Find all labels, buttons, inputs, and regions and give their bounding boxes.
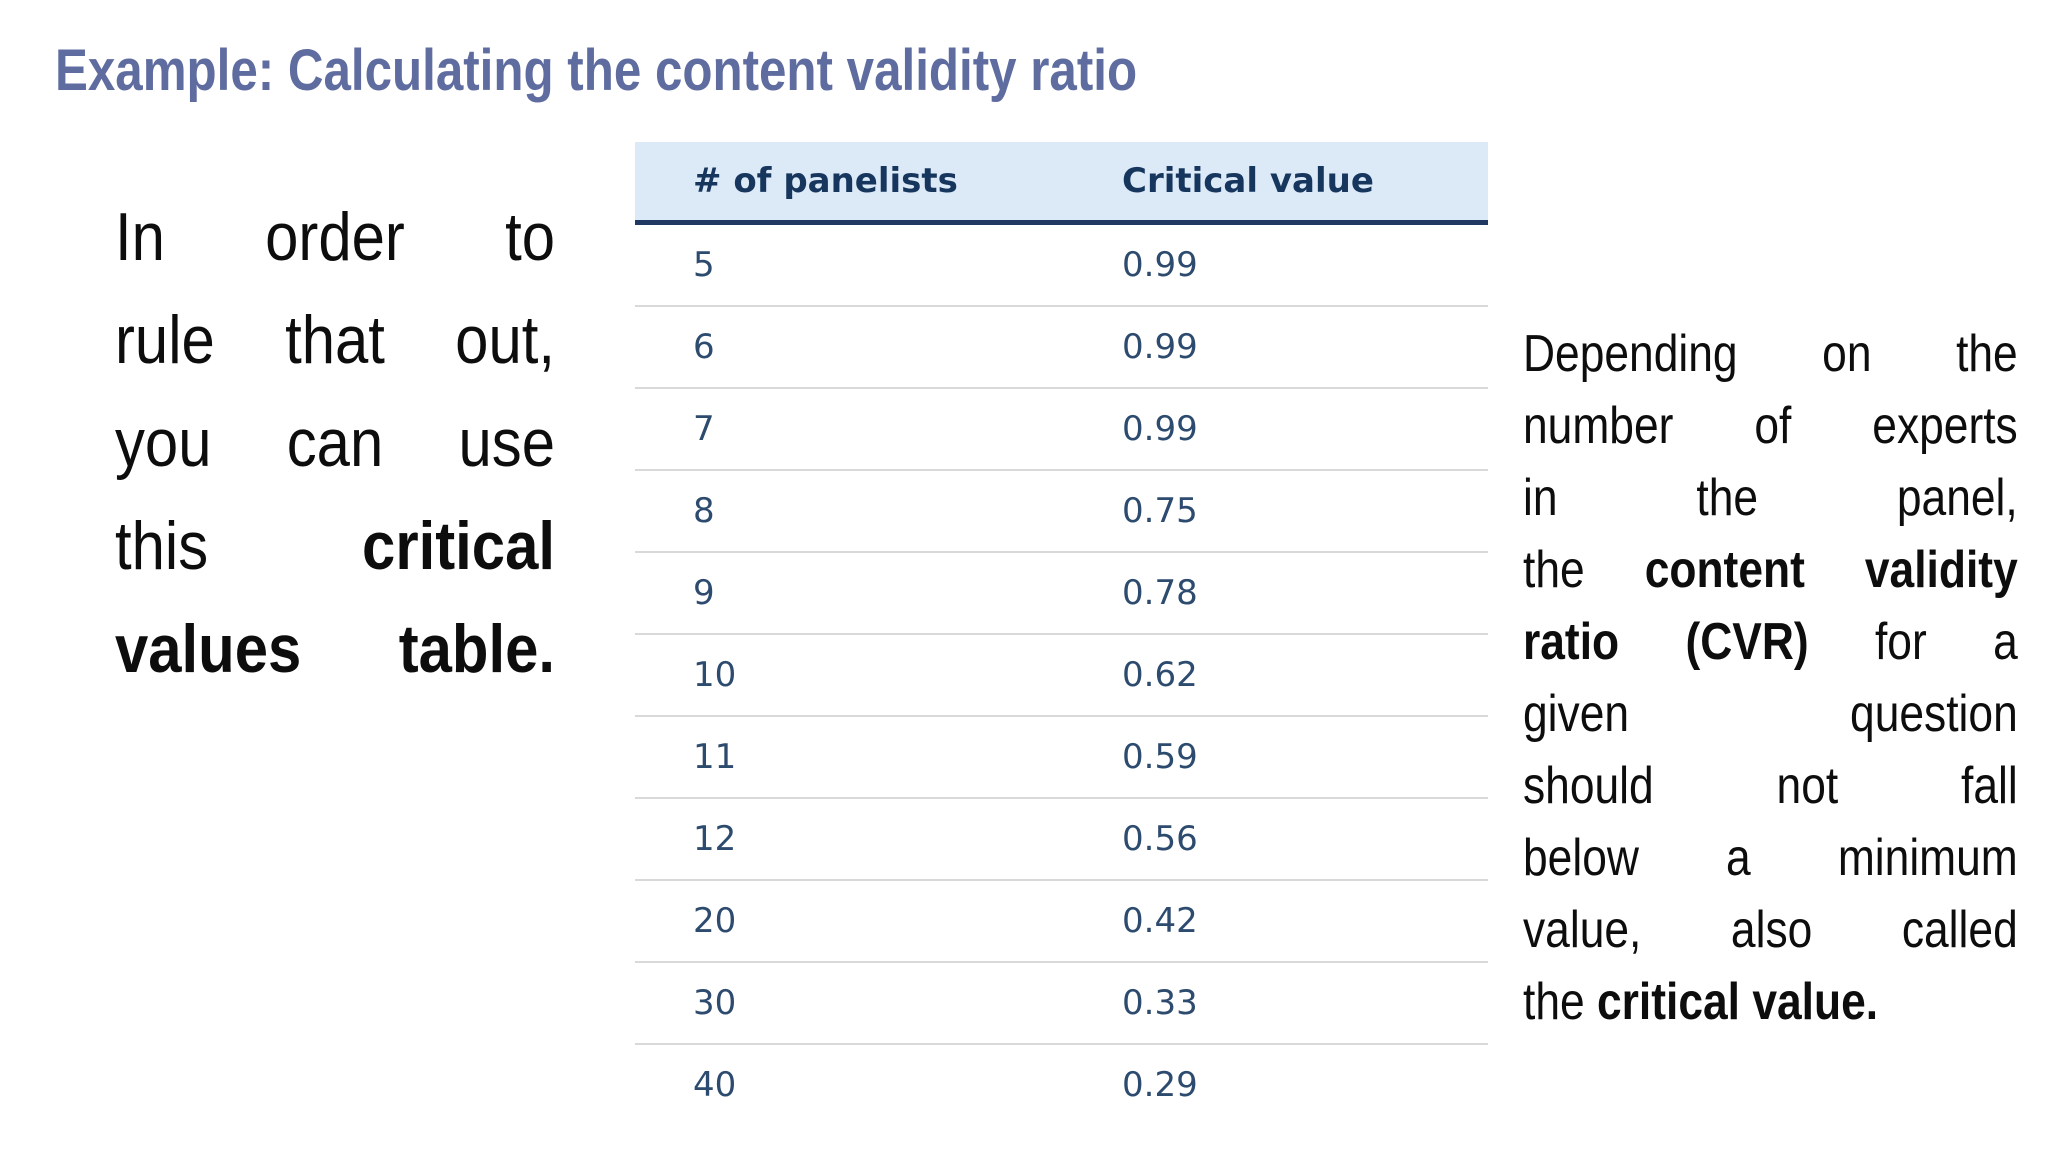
text-line: number of experts [1523,390,2018,462]
text-segment: the [1523,541,1645,599]
cell-panelists: 8 [693,491,715,531]
table-row: 12 0.56 [635,799,1488,881]
cell-critical-value: 0.62 [1122,655,1198,695]
text-segment: below a minimum [1523,829,2018,887]
text-segment: this [115,508,363,584]
text-segment: Depending on the [1523,325,2018,383]
text-segment-bold: content validity [1644,541,2018,599]
column-header-critical-value: Critical value [1122,161,1374,201]
right-paragraph: Depending on the number of experts in th… [1523,318,2018,1038]
text-line: this critical [115,495,555,598]
cell-critical-value: 0.78 [1122,573,1198,613]
text-segment: rule that out, [115,302,555,378]
table-row: 8 0.75 [635,471,1488,553]
cell-panelists: 20 [693,901,737,941]
cell-panelists: 5 [693,245,715,285]
text-line: value, also called [1523,894,2018,966]
left-paragraph: In order to rule that out, you can use t… [115,186,555,701]
text-line: below a minimum [1523,822,2018,894]
text-line: in the panel, [1523,462,2018,534]
text-segment-bold: values table. [115,611,555,687]
table-header-row: # of panelists Critical value [635,142,1488,225]
table-row: 20 0.42 [635,881,1488,963]
cell-panelists: 12 [693,819,737,859]
text-segment: given question [1523,685,2018,743]
cell-critical-value: 0.29 [1122,1065,1198,1105]
text-line: should not fall [1523,750,2018,822]
text-line: In order to [115,186,555,289]
table-row: 10 0.62 [635,635,1488,717]
cell-critical-value: 0.56 [1122,819,1198,859]
text-segment-bold: ratio (CVR) [1523,613,1809,671]
text-segment: should not fall [1523,757,2018,815]
table-row: 11 0.59 [635,717,1488,799]
text-segment-bold: critical [362,508,555,584]
cell-critical-value: 0.99 [1122,245,1198,285]
text-segment: in the panel, [1523,469,2018,527]
cell-panelists: 11 [693,737,737,777]
text-segment: you can use [115,405,555,481]
text-line: ratio (CVR) for a [1523,606,2018,678]
cell-critical-value: 0.75 [1122,491,1198,531]
cell-critical-value: 0.99 [1122,409,1198,449]
text-segment: In order to [115,199,555,275]
text-segment: number of experts [1523,397,2018,455]
table-row: 6 0.99 [635,307,1488,389]
column-header-panelists: # of panelists [693,161,958,201]
text-line: the critical value. [1523,966,2018,1038]
cell-critical-value: 0.42 [1122,901,1198,941]
table-row: 40 0.29 [635,1045,1488,1125]
text-segment: for a [1808,613,2018,671]
cell-panelists: 9 [693,573,715,613]
text-segment-bold: critical value. [1596,973,1879,1031]
cell-critical-value: 0.99 [1122,327,1198,367]
table-row: 30 0.33 [635,963,1488,1045]
table-row: 7 0.99 [635,389,1488,471]
text-line: the content validity [1523,534,2018,606]
critical-values-table: # of panelists Critical value 5 0.99 6 0… [635,142,1488,1125]
cell-critical-value: 0.33 [1122,983,1198,1023]
cell-panelists: 30 [693,983,737,1023]
slide-title: Example: Calculating the content validit… [55,38,1138,103]
text-line: you can use [115,392,555,495]
text-segment: the [1523,973,1597,1031]
cell-panelists: 7 [693,409,715,449]
text-line: rule that out, [115,289,555,392]
text-line: given question [1523,678,2018,750]
cell-critical-value: 0.59 [1122,737,1198,777]
table-row: 9 0.78 [635,553,1488,635]
text-line: Depending on the [1523,318,2018,390]
cell-panelists: 40 [693,1065,737,1105]
text-segment: value, also called [1523,901,2018,959]
cell-panelists: 6 [693,327,715,367]
cell-panelists: 10 [693,655,737,695]
text-line: values table. [115,598,555,701]
table-row: 5 0.99 [635,225,1488,307]
